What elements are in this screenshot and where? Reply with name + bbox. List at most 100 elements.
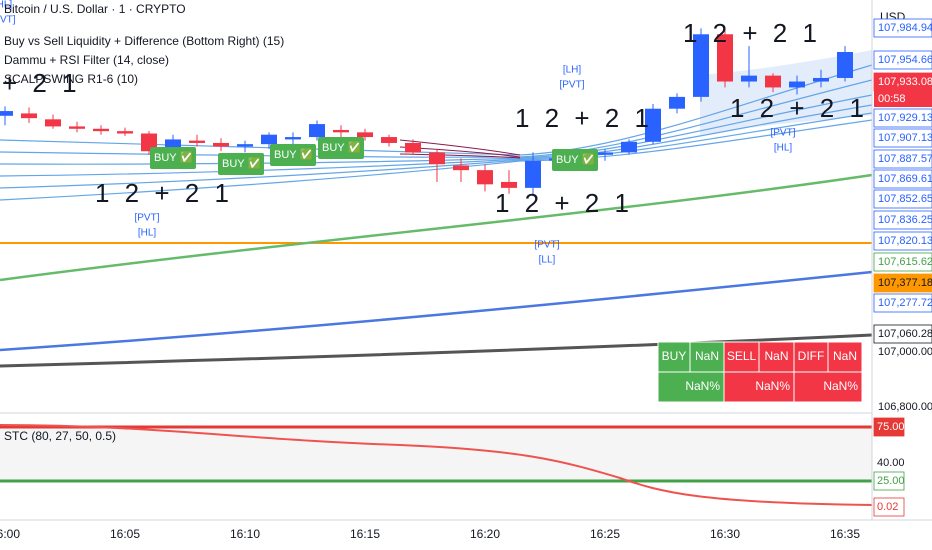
table-cell bbox=[689, 341, 725, 373]
candle-body bbox=[621, 141, 637, 153]
indicator-title: Dammu + RSI Filter (14, close) bbox=[4, 53, 169, 67]
table-text: SELL bbox=[727, 349, 757, 363]
price-box bbox=[873, 108, 932, 128]
countdown-box bbox=[874, 91, 932, 107]
price-box bbox=[873, 252, 932, 272]
table-text: NaN bbox=[833, 349, 857, 363]
candle-body bbox=[21, 113, 37, 119]
blue-ma bbox=[0, 270, 873, 352]
candle-body bbox=[45, 119, 61, 127]
indicator-title: SCALPSWING R1-6 (10) bbox=[4, 72, 138, 86]
candle-body bbox=[837, 51, 853, 78]
table-text: BUY bbox=[662, 349, 687, 363]
price-box bbox=[873, 189, 932, 209]
candle-body bbox=[93, 128, 109, 132]
stc-label: 25.00 bbox=[877, 475, 905, 487]
time-label: 16:05 bbox=[110, 527, 140, 541]
candle-body bbox=[525, 160, 541, 188]
stc-title: STC (80, 27, 50, 0.5) bbox=[4, 429, 116, 443]
table-cell bbox=[758, 341, 795, 373]
table-text: DIFF bbox=[798, 349, 825, 363]
time-label: 16:00 bbox=[0, 527, 20, 541]
buy-label: BUY ✅ bbox=[154, 151, 193, 164]
signal: 1 2 + 2 1 bbox=[683, 18, 821, 48]
buy-box bbox=[218, 153, 264, 175]
signal: 1 2 + 2 1 bbox=[730, 93, 868, 123]
price-label: 107,907.13 bbox=[878, 132, 932, 144]
table-text: NaN bbox=[764, 349, 788, 363]
price-label: 107,377.18 bbox=[878, 277, 932, 289]
pivot-label: [HL] bbox=[0, 0, 12, 11]
candle-body bbox=[237, 144, 253, 147]
price-box bbox=[873, 324, 932, 344]
green-ma bbox=[0, 173, 873, 282]
time-label: 16:20 bbox=[470, 527, 500, 541]
time-label: 16:25 bbox=[590, 527, 620, 541]
symbol-title: Bitcoin / U.S. Dollar · 1 · CRYPTO bbox=[4, 2, 186, 16]
buy-label: BUY ✅ bbox=[222, 157, 261, 170]
indicator-title: Buy vs Sell Liquidity + Difference (Bott… bbox=[4, 34, 284, 48]
buy-label: BUY ✅ bbox=[322, 141, 361, 154]
price-box bbox=[873, 273, 932, 293]
table-cell bbox=[723, 341, 760, 373]
table-text: NaN% bbox=[823, 379, 858, 393]
price-label: 107,000.00 bbox=[878, 346, 932, 358]
overlay: + 2 1 1 2 + 2 1 1 2 + 2 1 1 2 + 2 1 1 2 + 2 … bbox=[0, 0, 868, 403]
stc-label: 0.02 bbox=[877, 501, 898, 513]
candle-body bbox=[309, 124, 325, 138]
price-label: 107,820.13 bbox=[878, 235, 932, 247]
table-cell bbox=[793, 371, 863, 403]
buy-box bbox=[150, 147, 196, 169]
candles bbox=[0, 28, 853, 197]
buy-box bbox=[270, 144, 316, 166]
stc-label: 40.00 bbox=[877, 457, 905, 469]
candle-body bbox=[501, 181, 517, 188]
stc-line bbox=[0, 424, 873, 506]
time-label: 16:15 bbox=[350, 527, 380, 541]
price-label: 107,929.13 bbox=[878, 112, 932, 124]
price-label: 107,933.08 bbox=[878, 76, 932, 88]
candle-body bbox=[0, 111, 13, 116]
candle-body bbox=[285, 137, 301, 140]
candle-body bbox=[405, 142, 421, 153]
signal: + 2 1 bbox=[2, 68, 81, 98]
price-label: 107,984.94 bbox=[878, 22, 932, 34]
price-box bbox=[873, 293, 932, 313]
price-box bbox=[873, 18, 932, 38]
candle-body bbox=[357, 132, 373, 138]
candle-body bbox=[333, 129, 349, 133]
pivot-label: [HL] bbox=[774, 143, 793, 154]
signal: 1 2 + 2 1 bbox=[495, 188, 633, 218]
candle-body bbox=[765, 75, 781, 88]
price-label: 107,887.57 bbox=[878, 153, 932, 165]
candle-body bbox=[693, 34, 709, 97]
buy-box bbox=[318, 137, 364, 159]
candle-body bbox=[453, 165, 469, 171]
stc-band bbox=[0, 427, 872, 481]
price-label: 107,954.66 bbox=[878, 54, 932, 66]
table-text: NaN% bbox=[755, 379, 790, 393]
candle-body bbox=[597, 152, 613, 155]
candle-body bbox=[69, 126, 85, 129]
price-label: 107,615.62 bbox=[878, 256, 932, 268]
table-cell bbox=[657, 371, 725, 403]
candle-body bbox=[117, 131, 133, 134]
price-box bbox=[873, 149, 932, 169]
black-ma bbox=[0, 333, 873, 368]
table-text: NaN% bbox=[685, 379, 720, 393]
candle-body bbox=[381, 137, 397, 143]
candle-body bbox=[669, 96, 685, 109]
pivot-label: [LH] bbox=[563, 65, 582, 76]
pivot-label: [PVT] bbox=[559, 80, 584, 91]
time-label: 16:30 bbox=[710, 527, 740, 541]
price-box bbox=[873, 50, 932, 70]
price-box bbox=[873, 210, 932, 230]
stc-box bbox=[873, 417, 905, 437]
candle-body bbox=[141, 133, 157, 152]
candle-body bbox=[213, 142, 229, 147]
pivot-label: [PVT] bbox=[0, 15, 16, 26]
price-label: 107,852.65 bbox=[878, 193, 932, 205]
pivot-label: [PVT] bbox=[134, 213, 159, 224]
pivot-label: [HL] bbox=[138, 228, 157, 239]
